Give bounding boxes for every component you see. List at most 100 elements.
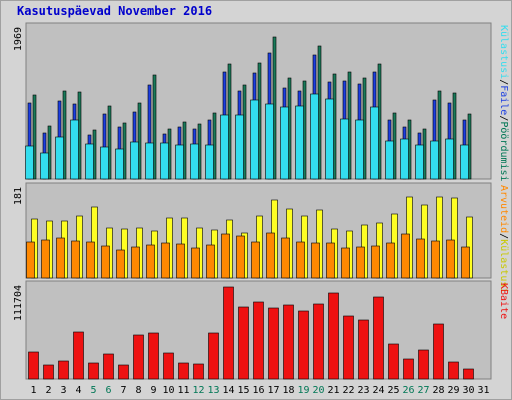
bar-kbaite-26: [403, 358, 414, 380]
bar-külastusi-23: [355, 119, 364, 180]
legend-entry: Faile: [498, 85, 509, 115]
day-label-25: 25: [387, 385, 399, 396]
bar-arvuteid-19: [296, 241, 305, 279]
bar-kbaite-21: [328, 292, 339, 380]
bar-külastusi-10: [160, 142, 169, 180]
day-label-1: 1: [30, 385, 36, 396]
bar-kbaite-3: [58, 360, 69, 380]
day-label-10: 10: [162, 385, 174, 396]
bar-kbaite-11: [178, 362, 189, 380]
bar-pöördumisi-9: [152, 74, 157, 180]
bar-külastusi-29: [445, 138, 454, 180]
bar-kbaite-20: [313, 303, 324, 380]
day-label-24: 24: [372, 385, 384, 396]
bar-külastusi-28: [430, 140, 439, 180]
bar-külastusi-30: [460, 144, 469, 180]
legend-entry: /: [498, 233, 509, 239]
bar-pöördumisi-6: [107, 105, 112, 180]
bar-arvuteid-24: [371, 245, 380, 279]
bar-arvuteid-23: [356, 246, 365, 279]
bar-pöördumisi-1: [32, 94, 37, 180]
bar-külastusi-18: [280, 106, 289, 180]
legend-entry: Külastusi: [498, 239, 509, 293]
bar-kbaite-24: [373, 296, 384, 380]
day-label-11: 11: [177, 385, 189, 396]
ymax-label-top: 1969: [13, 27, 24, 51]
bar-külastusi-20: [310, 93, 319, 180]
day-label-9: 9: [150, 385, 156, 396]
bar-kbaite-27: [418, 349, 429, 380]
bar-külastusi-14: [220, 114, 229, 180]
bar-arvuteid-27: [416, 238, 425, 279]
bar-arvuteid-13: [206, 244, 215, 279]
day-label-20: 20: [312, 385, 324, 396]
bar-kbaite-17: [268, 307, 279, 380]
bar-kbaite-9: [148, 332, 159, 380]
bar-arvuteid-9: [146, 244, 155, 279]
bar-külastusi-6: [100, 146, 109, 180]
bar-arvuteid-12: [191, 247, 200, 279]
bar-arvuteid-15: [236, 235, 245, 279]
bar-külastusi-11: [175, 144, 184, 180]
day-label-7: 7: [120, 385, 126, 396]
bar-külastusi-15: [235, 114, 244, 180]
bar-kbaite-4: [73, 331, 84, 380]
bar-arvuteid-10: [161, 242, 170, 279]
bar-kbaite-29: [448, 361, 459, 380]
day-label-13: 13: [207, 385, 219, 396]
bar-külastusi-26: [400, 138, 409, 180]
bar-arvuteid-4: [71, 240, 80, 279]
bar-kbaite-19: [298, 310, 309, 380]
day-label-21: 21: [327, 385, 339, 396]
bar-arvuteid-28: [431, 240, 440, 279]
day-label-4: 4: [75, 385, 81, 396]
bar-kbaite-18: [283, 304, 294, 380]
bar-külastusi-12: [190, 143, 199, 180]
bar-arvuteid-30: [461, 246, 470, 279]
legend-entry: Külastusi: [498, 25, 509, 79]
bar-arvuteid-6: [101, 245, 110, 279]
bar-kbaite-30: [463, 368, 474, 380]
day-label-30: 30: [462, 385, 474, 396]
day-label-3: 3: [60, 385, 66, 396]
bar-külastusi-27: [415, 144, 424, 180]
bar-arvuteid-21: [326, 242, 335, 279]
bar-kbaite-5: [88, 362, 99, 380]
legend-middle: Arvuteid/Külastusi: [498, 185, 509, 293]
bar-arvuteid-29: [446, 239, 455, 279]
day-label-2: 2: [45, 385, 51, 396]
bar-külastusi-16: [250, 99, 259, 180]
chart-title: Kasutuspäevad November 2016: [17, 4, 213, 18]
legend-entry: Arvuteid: [498, 185, 509, 233]
bar-arvuteid-18: [281, 237, 290, 279]
bar-arvuteid-17: [266, 232, 275, 279]
bar-kbaite-1: [28, 351, 39, 380]
bar-arvuteid-5: [86, 241, 95, 279]
legend-top: Külastusi/Faile/Pöördumisi: [498, 25, 509, 182]
bar-kbaite-28: [433, 323, 444, 380]
bar-kbaite-6: [103, 353, 114, 380]
bar-külastusi-7: [115, 148, 124, 180]
legend-entry: Pöördumisi: [498, 121, 509, 181]
bar-arvuteid-25: [386, 242, 395, 279]
bar-kbaite-15: [238, 306, 249, 380]
bar-kbaite-25: [388, 343, 399, 380]
legend-entry: /: [498, 79, 509, 85]
bar-arvuteid-2: [41, 239, 50, 279]
bar-kbaite-8: [133, 334, 144, 380]
bar-pöördumisi-3: [62, 90, 67, 180]
day-label-19: 19: [297, 385, 309, 396]
day-label-28: 28: [432, 385, 444, 396]
bar-pöördumisi-28: [437, 90, 442, 180]
bar-arvuteid-8: [131, 246, 140, 279]
day-label-17: 17: [267, 385, 279, 396]
day-label-29: 29: [447, 385, 459, 396]
legend-entry: /: [498, 115, 509, 121]
day-label-14: 14: [222, 385, 234, 396]
bar-arvuteid-16: [251, 241, 260, 279]
bar-külastusi-9: [145, 142, 154, 180]
bar-arvuteid-7: [116, 249, 125, 279]
bar-arvuteid-22: [341, 247, 350, 279]
day-label-31: 31: [477, 385, 489, 396]
